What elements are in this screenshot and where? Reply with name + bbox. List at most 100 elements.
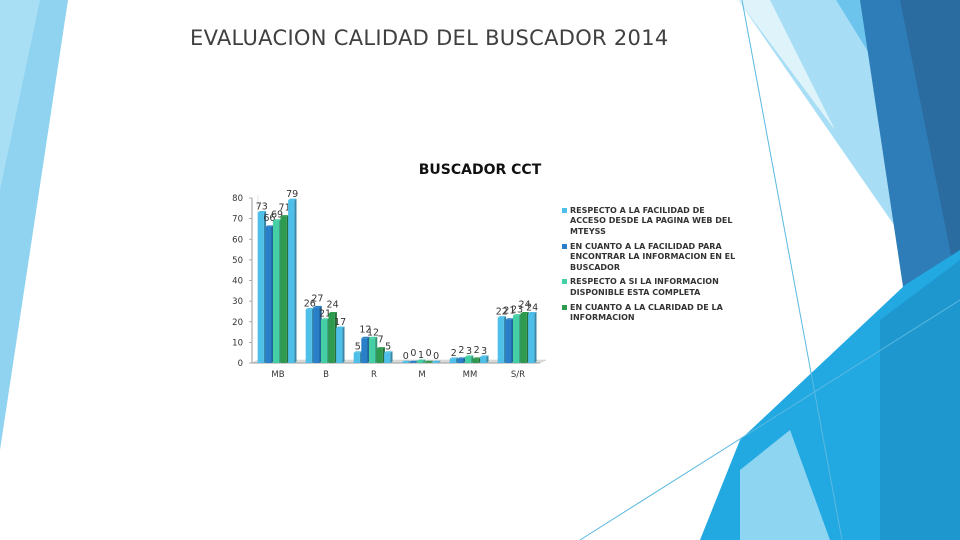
bar-top xyxy=(257,210,267,213)
bar xyxy=(457,358,464,363)
y-tick-label: 0 xyxy=(238,359,243,369)
data-label: 1 xyxy=(418,350,424,361)
data-label: 69 xyxy=(271,210,283,221)
data-label: 5 xyxy=(385,342,391,353)
data-label: 12 xyxy=(367,327,379,338)
y-tick-label: 70 xyxy=(232,215,243,225)
bar xyxy=(528,313,535,363)
bar-side xyxy=(438,360,441,363)
data-label: 21 xyxy=(319,309,331,320)
bar-top xyxy=(368,336,378,339)
bar xyxy=(505,319,512,363)
data-label: 24 xyxy=(519,300,531,311)
bottom-right-dark-panel xyxy=(880,260,960,540)
bar xyxy=(384,352,391,363)
legend-item: RESPECTO A LA FACILIDAD DE ACCESO DESDE … xyxy=(562,206,742,237)
bar xyxy=(288,200,295,363)
x-tick-label: R xyxy=(371,370,377,380)
bar xyxy=(449,358,456,363)
bar xyxy=(265,226,272,363)
bar-side xyxy=(294,198,297,363)
data-label: 24 xyxy=(526,303,538,314)
bar-top xyxy=(432,360,441,363)
data-label: 73 xyxy=(256,201,268,212)
data-label: 7 xyxy=(378,335,384,346)
y-tick-label: 60 xyxy=(232,235,243,245)
data-label: 27 xyxy=(311,293,323,304)
bar xyxy=(472,358,479,363)
data-label: 21 xyxy=(503,306,515,317)
data-label: 22 xyxy=(496,307,508,318)
data-label: 3 xyxy=(466,346,472,357)
y-tick-label: 20 xyxy=(232,318,243,328)
bar xyxy=(353,352,360,363)
legend-label: EN CUANTO A LA CLARIDAD DE LA INFORMACIO… xyxy=(570,302,723,323)
legend-swatch xyxy=(562,243,567,249)
x-tick-label: S/R xyxy=(511,370,525,380)
bar-top xyxy=(520,312,529,314)
bar-top xyxy=(409,360,418,363)
left-light-triangle xyxy=(0,0,68,450)
bar-top xyxy=(497,316,507,318)
bar-top xyxy=(416,359,426,361)
bar-side xyxy=(342,326,345,363)
bar xyxy=(520,313,527,363)
x-tick-label: MB xyxy=(271,370,284,380)
bar xyxy=(464,356,472,363)
data-label: 23 xyxy=(511,305,523,316)
legend-swatch xyxy=(562,304,567,310)
y-tick-label: 30 xyxy=(232,297,243,307)
legend-swatch xyxy=(562,279,567,285)
bar-top xyxy=(528,312,537,314)
left-accent-triangle xyxy=(0,0,40,190)
data-label: 24 xyxy=(327,300,339,311)
bar-top xyxy=(401,360,411,363)
bar xyxy=(313,307,320,363)
bar-top xyxy=(449,357,459,359)
bar xyxy=(280,216,287,363)
data-label: 71 xyxy=(279,203,291,214)
bar xyxy=(480,356,487,363)
bar xyxy=(416,360,424,363)
bar-top xyxy=(464,355,474,357)
bar-side xyxy=(407,360,411,363)
data-label: 0 xyxy=(403,351,409,362)
right-darker-panel xyxy=(900,0,960,300)
y-tick-label: 80 xyxy=(232,194,243,204)
data-label: 12 xyxy=(359,324,371,335)
bar xyxy=(376,348,383,363)
bar xyxy=(361,338,368,363)
data-label: 0 xyxy=(410,348,416,359)
bar-top xyxy=(320,318,330,320)
legend-item: EN CUANTO A LA CLARIDAD DE LA INFORMACIO… xyxy=(562,303,742,324)
legend-label: RESPECTO A LA FACILIDAD DE ACCESO DESDE … xyxy=(570,206,733,236)
bar-top xyxy=(313,305,322,308)
deco-line-a xyxy=(741,0,843,540)
bar xyxy=(257,212,264,363)
data-label: 5 xyxy=(355,342,361,353)
bar xyxy=(305,309,312,363)
data-label: 66 xyxy=(263,213,275,224)
bar-side xyxy=(534,312,537,363)
data-label: 0 xyxy=(426,348,432,359)
bar-top xyxy=(336,326,345,328)
bottom-light-sliver xyxy=(740,430,830,540)
bar xyxy=(409,362,416,363)
deco-line-b xyxy=(579,299,960,540)
chart-legend: RESPECTO A LA FACILIDAD DE ACCESO DESDE … xyxy=(562,206,742,328)
bar-top xyxy=(265,225,274,227)
y-tick-label: 40 xyxy=(232,277,243,287)
bar xyxy=(336,327,343,363)
bar xyxy=(320,319,328,363)
bar xyxy=(432,362,439,363)
legend-swatch xyxy=(562,208,567,213)
right-pale-triangle xyxy=(738,0,835,130)
bar-top xyxy=(353,351,363,353)
bar xyxy=(272,220,280,363)
bar-top xyxy=(384,351,393,353)
bar-side xyxy=(423,359,426,363)
bar-top xyxy=(472,357,481,359)
legend-item: RESPECTO A SI LA INFORMACION DISPONIBLE … xyxy=(562,277,742,298)
data-label: 2 xyxy=(458,345,464,356)
